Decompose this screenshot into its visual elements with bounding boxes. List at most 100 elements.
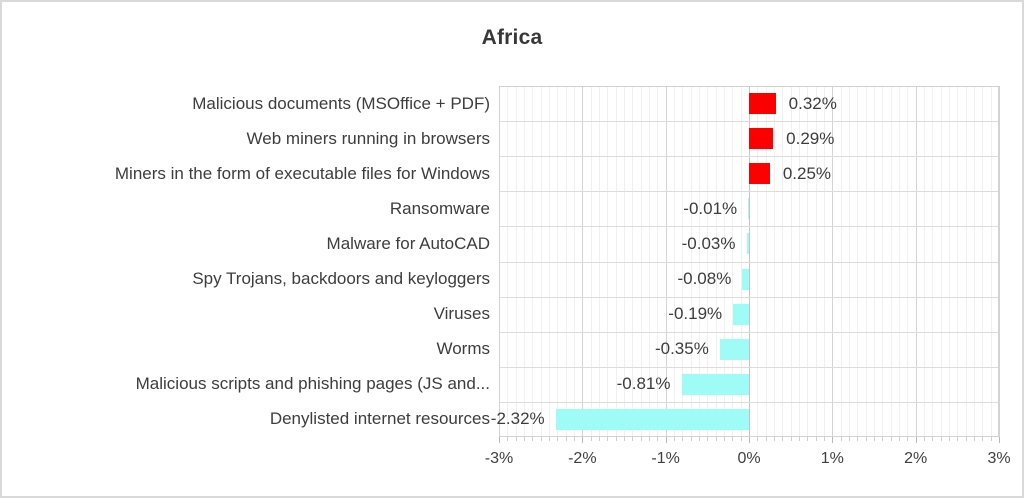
- minor-axis-tick: [774, 437, 775, 441]
- positive-bar: [749, 128, 774, 150]
- minor-axis-tick: [907, 437, 909, 441]
- minor-axis-tick: [532, 437, 534, 441]
- minor-axis-tick: [924, 437, 925, 441]
- major-axis-tick: [665, 437, 667, 443]
- minor-axis-tick: [857, 437, 859, 441]
- negative-bar: [719, 338, 749, 360]
- major-axis-tick: [499, 437, 500, 443]
- category-label: Viruses: [433, 304, 490, 324]
- minor-axis-tick: [607, 437, 609, 441]
- major-axis-tick: [582, 437, 584, 443]
- x-axis-tick-label: -1%: [651, 450, 680, 467]
- minor-axis-tick: [657, 437, 659, 441]
- row-gridline: [499, 296, 999, 298]
- minor-axis-tick: [949, 437, 950, 441]
- plot-area: [499, 86, 999, 437]
- minor-axis-tick: [882, 437, 884, 441]
- minor-axis-tick: [615, 437, 617, 441]
- negative-bar: [555, 408, 749, 430]
- minor-axis-tick: [574, 437, 575, 441]
- x-axis-tick-label: -3%: [484, 450, 514, 467]
- row-gridline: [499, 331, 999, 333]
- minor-axis-tick: [782, 437, 784, 441]
- negative-bar: [681, 373, 749, 395]
- minor-axis-tick: [507, 437, 509, 441]
- minor-axis-tick: [849, 437, 850, 441]
- x-axis-tick-label: 1%: [820, 450, 844, 467]
- category-label: Ransomware: [389, 198, 490, 218]
- value-label: -0.01%: [683, 198, 738, 218]
- minor-axis-tick: [732, 437, 734, 441]
- minor-axis-tick: [824, 437, 825, 441]
- minor-axis-tick: [765, 437, 767, 441]
- minor-axis-tick: [674, 437, 675, 441]
- minor-axis-tick: [632, 437, 634, 441]
- minor-axis-tick: [724, 437, 725, 441]
- major-gridline: [999, 86, 1000, 437]
- minor-axis-tick: [990, 437, 992, 441]
- minor-axis-tick: [649, 437, 650, 441]
- minor-axis-tick: [524, 437, 525, 441]
- category-label: Spy Trojans, backdoors and keyloggers: [192, 269, 490, 289]
- minor-axis-tick: [557, 437, 559, 441]
- minor-axis-tick: [757, 437, 759, 441]
- minor-axis-tick: [940, 437, 942, 441]
- major-axis-tick: [999, 437, 1000, 443]
- negative-bar: [748, 198, 749, 220]
- row-gridline: [499, 156, 999, 158]
- value-label: 0.32%: [788, 93, 837, 113]
- value-label: -2.32%: [490, 409, 545, 429]
- value-label: 0.29%: [786, 128, 835, 148]
- minor-axis-tick: [715, 437, 717, 441]
- row-gridline: [499, 191, 999, 193]
- negative-bar: [733, 303, 749, 325]
- minor-axis-tick: [515, 437, 517, 441]
- row-gridline: [499, 121, 999, 123]
- positive-bar: [749, 163, 770, 185]
- minor-axis-tick: [682, 437, 684, 441]
- negative-bar: [746, 233, 749, 255]
- minor-axis-tick: [690, 437, 692, 441]
- minor-axis-tick: [590, 437, 592, 441]
- category-label: Malicious scripts and phishing pages (JS…: [135, 374, 490, 394]
- minor-axis-tick: [599, 437, 600, 441]
- minor-axis-tick: [540, 437, 542, 441]
- value-label: 0.25%: [782, 163, 832, 183]
- minor-axis-tick: [565, 437, 567, 441]
- minor-axis-tick: [549, 437, 550, 441]
- major-axis-tick: [832, 437, 834, 443]
- minor-axis-tick: [957, 437, 959, 441]
- minor-axis-tick: [699, 437, 700, 441]
- minor-axis-tick: [982, 437, 984, 441]
- category-label: Miners in the form of executable files f…: [114, 163, 490, 183]
- category-label: Malware for AutoCAD: [326, 233, 490, 253]
- category-label: Worms: [436, 339, 490, 359]
- row-gridline: [499, 261, 999, 263]
- minor-axis-tick: [640, 437, 642, 441]
- minor-axis-tick: [707, 437, 709, 441]
- minor-axis-tick: [799, 437, 800, 441]
- x-axis-tick-label: 0%: [737, 450, 761, 467]
- minor-axis-tick: [790, 437, 792, 441]
- value-label: -0.19%: [668, 304, 723, 324]
- minor-axis-tick: [932, 437, 934, 441]
- chart-title: Africa: [481, 26, 543, 49]
- minor-axis-tick: [974, 437, 975, 441]
- minor-axis-tick: [807, 437, 809, 441]
- minor-axis-tick: [899, 437, 900, 441]
- positive-bar: [749, 93, 776, 115]
- x-axis-tick-label: -2%: [568, 450, 597, 467]
- minor-axis-tick: [815, 437, 817, 441]
- minor-axis-tick: [624, 437, 625, 441]
- value-label: -0.03%: [681, 233, 736, 253]
- negative-bar: [742, 268, 749, 290]
- minor-axis-tick: [840, 437, 842, 441]
- row-gridline: [499, 226, 999, 228]
- row-gridline: [499, 401, 999, 403]
- major-axis-tick: [749, 437, 750, 443]
- x-axis-tick-label: 2%: [904, 450, 928, 467]
- minor-axis-tick: [965, 437, 967, 441]
- value-label: -0.81%: [616, 374, 671, 394]
- minor-axis-tick: [874, 437, 875, 441]
